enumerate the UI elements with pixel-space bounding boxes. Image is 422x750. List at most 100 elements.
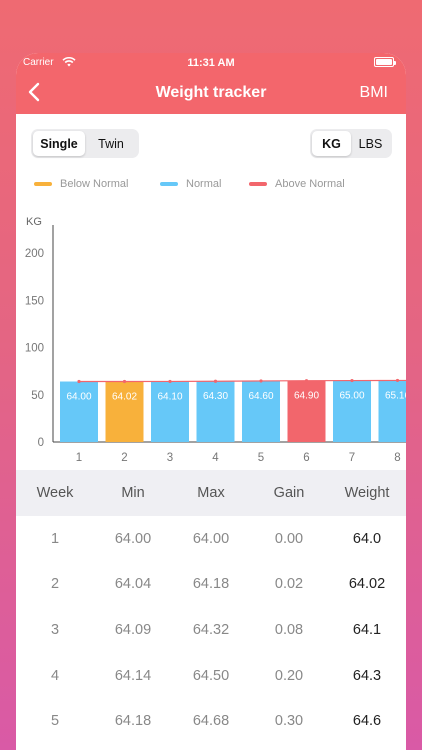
trend-point bbox=[395, 378, 400, 383]
legend-above-normal: Above Normal bbox=[249, 178, 345, 190]
bar-value-label: 64.60 bbox=[248, 391, 273, 402]
bar bbox=[333, 380, 371, 442]
bar bbox=[151, 381, 189, 442]
cell-max: 64.32 bbox=[192, 621, 230, 638]
legend-label: Below Normal bbox=[60, 178, 129, 190]
cell-week: 1 bbox=[50, 530, 60, 547]
bar bbox=[105, 381, 144, 442]
weekly-table: 1 64.00 64.00 0.00 64.0 2 64.04 64.18 0.02 64.02 3… bbox=[16, 516, 406, 744]
cell-week: 2 bbox=[50, 576, 60, 593]
x-tick-label: 7 bbox=[349, 452, 355, 464]
y-axis-unit: KG bbox=[26, 216, 42, 228]
cell-max: 64.00 bbox=[192, 530, 230, 547]
segment-kg[interactable]: KG bbox=[312, 131, 351, 156]
trend-point bbox=[259, 379, 263, 383]
column-header: Max bbox=[197, 485, 225, 501]
bar bbox=[242, 380, 280, 442]
y-tick-label: 200 bbox=[25, 248, 44, 260]
x-tick-label: 2 bbox=[121, 452, 127, 464]
y-tick-label: 50 bbox=[31, 390, 44, 402]
trend-point bbox=[213, 379, 218, 383]
bar bbox=[60, 381, 98, 442]
table-row: 4 64.14 64.50 0.20 64.3 bbox=[16, 653, 406, 699]
status-bar: Carrier 11:31 AM bbox=[16, 53, 406, 72]
bar-value-label: 64.10 bbox=[157, 391, 182, 402]
battery-icon bbox=[374, 57, 396, 67]
cell-weight: 64.6 bbox=[352, 713, 382, 730]
bar-value-label: 64.30 bbox=[203, 391, 228, 402]
wifi-icon bbox=[62, 56, 76, 70]
legend-swatch-above bbox=[249, 182, 267, 186]
clock: 11:31 AM bbox=[187, 57, 235, 69]
cell-weight: 64.0 bbox=[352, 530, 382, 547]
column-header: Weight bbox=[344, 485, 390, 501]
column-header: Gain bbox=[273, 485, 305, 501]
bar-value-label: 65.16 bbox=[385, 390, 406, 401]
column-header: Week bbox=[36, 485, 74, 501]
navigation-bar: Weight tracker BMI bbox=[16, 72, 406, 114]
table-row: 1 64.00 64.00 0.00 64.0 bbox=[16, 516, 406, 562]
cell-gain: 0.08 bbox=[274, 621, 304, 638]
table-row: 2 64.04 64.18 0.02 64.02 bbox=[16, 562, 406, 608]
cell-weight: 64.3 bbox=[352, 667, 382, 684]
x-tick-label: 1 bbox=[76, 452, 82, 464]
cell-min: 64.04 bbox=[114, 576, 152, 593]
bar-value-label: 64.00 bbox=[66, 392, 91, 403]
single-twin-segment: Single Twin bbox=[31, 129, 139, 158]
y-tick-label: 150 bbox=[25, 295, 44, 307]
bmi-button[interactable]: BMI bbox=[359, 84, 388, 101]
x-tick-label: 4 bbox=[212, 452, 219, 464]
segment-single[interactable]: Single bbox=[33, 131, 85, 156]
trend-point bbox=[77, 379, 81, 384]
trend-point bbox=[304, 379, 309, 383]
trend-point bbox=[168, 379, 172, 384]
cell-min: 64.14 bbox=[114, 667, 152, 684]
carrier-label: Carrier bbox=[23, 57, 54, 68]
legend-label: Normal bbox=[186, 178, 222, 190]
cell-min: 64.09 bbox=[114, 621, 152, 638]
cell-max: 64.18 bbox=[192, 576, 230, 593]
legend-label: Above Normal bbox=[275, 178, 345, 190]
x-tick-label: 8 bbox=[394, 452, 400, 464]
bar bbox=[287, 380, 326, 442]
weight-bar-chart: KG 200 150 100 50 0 64.00 1 64.02 2 64.10 3 64.30 4 64… bbox=[25, 216, 406, 464]
cell-gain: 0.02 bbox=[274, 576, 304, 593]
bar-value-label: 65.00 bbox=[339, 391, 364, 402]
cell-weight: 64.1 bbox=[352, 621, 382, 638]
x-tick-label: 6 bbox=[303, 452, 309, 464]
legend-swatch-below bbox=[34, 182, 52, 186]
cell-gain: 0.20 bbox=[274, 667, 304, 684]
segment-lbs[interactable]: LBS bbox=[358, 136, 383, 151]
bar-value-label: 64.02 bbox=[112, 392, 137, 403]
cell-week: 5 bbox=[50, 713, 60, 730]
column-header: Min bbox=[121, 485, 145, 501]
cell-gain: 0.00 bbox=[274, 530, 304, 547]
y-tick-label: 100 bbox=[25, 343, 44, 355]
bar bbox=[196, 381, 235, 442]
legend-swatch-normal bbox=[160, 182, 178, 186]
y-tick-label: 0 bbox=[38, 437, 44, 449]
table-row: 3 64.09 64.32 0.08 64.1 bbox=[16, 607, 406, 653]
cell-weight: 64.02 bbox=[348, 576, 386, 593]
app-screen: Carrier 11:31 AM Weight tracker BMI Sing… bbox=[16, 53, 406, 750]
cell-week: 3 bbox=[50, 621, 60, 638]
x-tick-label: 5 bbox=[258, 452, 264, 464]
trend-point bbox=[122, 379, 127, 384]
cell-gain: 0.30 bbox=[274, 713, 304, 730]
cell-max: 64.50 bbox=[192, 667, 230, 684]
back-chevron-icon[interactable] bbox=[24, 81, 46, 103]
legend-normal: Normal bbox=[160, 178, 221, 190]
cell-week: 4 bbox=[50, 667, 60, 684]
cell-max: 64.68 bbox=[192, 713, 230, 730]
table-header: Week Min Max Gain Weight bbox=[16, 470, 406, 516]
trend-point bbox=[350, 378, 354, 383]
unit-segment: KG LBS bbox=[310, 129, 392, 158]
x-tick-label: 3 bbox=[167, 452, 173, 464]
bar-value-label: 64.90 bbox=[294, 391, 319, 402]
cell-min: 64.00 bbox=[114, 530, 152, 547]
table-row: 5 64.18 64.68 0.30 64.6 bbox=[16, 698, 406, 744]
segment-twin[interactable]: Twin bbox=[98, 136, 124, 151]
cell-min: 64.18 bbox=[114, 713, 152, 730]
page-title: Weight tracker bbox=[155, 84, 267, 101]
bar bbox=[378, 380, 406, 442]
